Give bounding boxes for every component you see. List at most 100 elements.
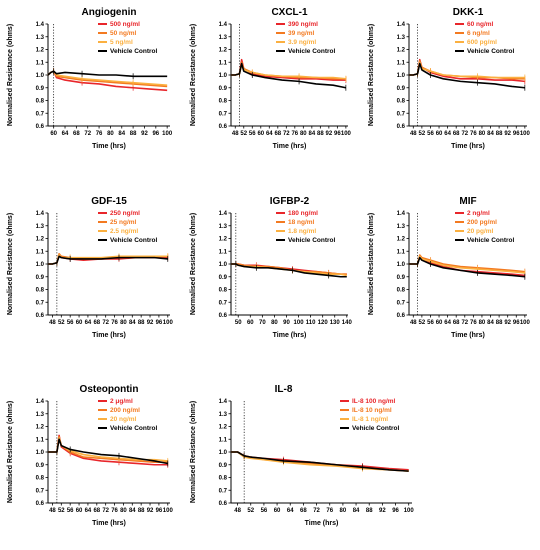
legend-entry: 2.5 ng/ml	[110, 228, 138, 235]
x-tick-label: 48	[49, 320, 56, 326]
y-tick-label: 0.7	[36, 488, 45, 494]
y-tick-label: 1.3	[36, 412, 45, 418]
y-tick-label: 1.4	[219, 211, 228, 217]
x-tick-label: 60	[50, 131, 57, 137]
y-tick-label: 1.0	[397, 73, 406, 79]
y-tick-label: 1.3	[36, 224, 45, 230]
y-tick-label: 0.9	[36, 86, 45, 92]
x-tick-label: 92	[326, 131, 333, 137]
legend-entry: 250 ng/ml	[110, 210, 140, 217]
chart-panel: CXCL-1 Normalised Resistance (ohms) Time (…	[190, 7, 352, 150]
x-tick-label: 110	[306, 320, 316, 326]
y-tick-label: 0.8	[36, 476, 45, 482]
x-tick-label: 90	[283, 320, 290, 326]
x-axis-label: Time (hrs)	[273, 332, 307, 339]
y-tick-label: 1.4	[219, 399, 228, 405]
x-tick-label: 60	[76, 508, 83, 514]
x-tick-label: 96	[152, 131, 159, 137]
chart-panel: GDF-15 Normalised Resistance (ohms) Time (…	[7, 196, 173, 339]
x-tick-label: 64	[444, 131, 451, 137]
y-tick-label: 1.4	[36, 399, 45, 405]
x-tick-label: 92	[504, 320, 511, 326]
x-tick-label: 48	[410, 320, 417, 326]
x-tick-label: 48	[232, 131, 239, 137]
x-tick-label: 48	[410, 131, 417, 137]
x-tick-label: 100	[520, 131, 531, 137]
legend-entry: Vehicle Control	[288, 48, 336, 55]
x-tick-label: 52	[58, 508, 65, 514]
x-tick-label: 68	[453, 320, 460, 326]
x-tick-label: 64	[85, 508, 92, 514]
y-tick-label: 1.1	[36, 437, 45, 443]
x-tick-label: 68	[300, 508, 307, 514]
legend-entry: IL-8 100 ng/ml	[352, 398, 396, 405]
x-tick-label: 60	[436, 320, 443, 326]
x-tick-label: 80	[479, 131, 486, 137]
series-line	[231, 64, 346, 80]
x-tick-label: 84	[487, 131, 494, 137]
x-tick-label: 60	[274, 508, 281, 514]
legend-entry: IL-8 1 ng/ml	[352, 416, 388, 423]
y-tick-label: 1.3	[219, 35, 228, 41]
y-tick-label: 0.7	[219, 300, 228, 306]
y-tick-label: 0.9	[219, 86, 228, 92]
y-tick-label: 0.7	[219, 488, 228, 494]
x-tick-label: 100	[404, 508, 415, 514]
y-tick-label: 1.2	[219, 48, 228, 54]
y-tick-label: 1.4	[36, 22, 45, 28]
x-tick-label: 64	[444, 320, 451, 326]
x-tick-label: 96	[156, 320, 163, 326]
y-tick-label: 1.0	[36, 73, 45, 79]
y-tick-label: 1.0	[36, 450, 45, 456]
legend-entry: 6 ng/ml	[467, 30, 490, 37]
x-tick-label: 52	[240, 131, 247, 137]
legend-entry: 18 ng/ml	[288, 219, 315, 226]
x-tick-label: 56	[67, 508, 74, 514]
x-tick-label: 48	[234, 508, 241, 514]
x-axis-label: Time (hrs)	[305, 520, 339, 527]
y-tick-label: 0.7	[36, 300, 45, 306]
chart-panel: DKK-1 Normalised Resistance (ohms) Time (h…	[368, 7, 531, 150]
x-tick-label: 96	[156, 508, 163, 514]
legend-entry: Vehicle Control	[110, 425, 158, 432]
x-tick-label: 76	[96, 131, 103, 137]
y-tick-label: 1.2	[36, 237, 45, 243]
x-tick-label: 140	[342, 320, 353, 326]
x-tick-label: 64	[287, 508, 294, 514]
x-tick-label: 92	[141, 131, 148, 137]
x-tick-label: 100	[163, 508, 174, 514]
chart-title: CXCL-1	[271, 7, 308, 18]
y-tick-label: 1.3	[397, 35, 406, 41]
series-line	[47, 70, 168, 78]
x-axis-label: Time (hrs)	[451, 143, 485, 150]
legend-entry: 180 ng/ml	[288, 210, 318, 217]
x-tick-label: 56	[261, 508, 268, 514]
series-line	[48, 438, 168, 465]
x-tick-label: 56	[249, 131, 256, 137]
chart-panel: IL-8 Normalised Resistance (ohms) Time (hr…	[190, 384, 414, 527]
x-tick-label: 84	[129, 320, 136, 326]
x-tick-label: 84	[308, 131, 315, 137]
series-line	[231, 263, 347, 278]
x-tick-label: 80	[479, 320, 486, 326]
x-tick-label: 52	[58, 320, 65, 326]
x-tick-label: 72	[84, 131, 91, 137]
x-tick-label: 76	[291, 131, 298, 137]
y-tick-label: 1.3	[36, 35, 45, 41]
x-tick-label: 72	[283, 131, 290, 137]
x-tick-label: 88	[317, 131, 324, 137]
x-tick-label: 64	[85, 320, 92, 326]
legend-entry: 2 μg/ml	[110, 398, 133, 405]
legend-entry: 50 ng/ml	[110, 30, 137, 37]
series-line	[409, 256, 525, 278]
series-line	[409, 62, 525, 89]
y-tick-label: 0.9	[36, 275, 45, 281]
x-tick-label: 100	[294, 320, 305, 326]
x-tick-label: 88	[496, 131, 503, 137]
y-tick-label: 1.4	[219, 22, 228, 28]
x-tick-label: 96	[392, 508, 399, 514]
x-tick-label: 72	[461, 320, 468, 326]
y-tick-label: 1.1	[36, 60, 45, 66]
legend-entry: 60 ng/ml	[467, 21, 494, 28]
